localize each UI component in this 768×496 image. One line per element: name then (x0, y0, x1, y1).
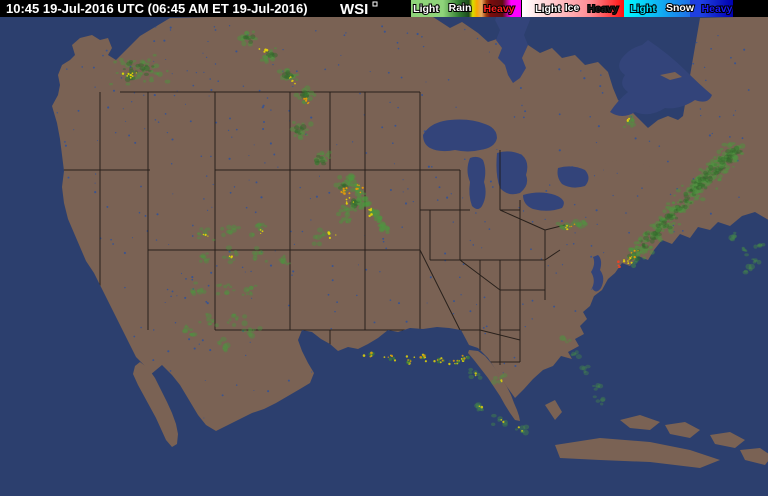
svg-text:Heavy: Heavy (484, 3, 515, 15)
svg-text:WSI: WSI (340, 1, 368, 18)
svg-text:Light: Light (535, 3, 561, 15)
svg-text:10:45 19-Jul-2016 UTC (06:45: 10:45 19-Jul-2016 UTC (06:45 AM ET 19-Ju… (6, 1, 308, 16)
svg-text:Heavy: Heavy (588, 3, 619, 15)
svg-text:Rain: Rain (449, 2, 472, 14)
svg-text:Heavy: Heavy (702, 3, 733, 15)
svg-text:Light: Light (413, 3, 439, 15)
svg-text:Snow: Snow (666, 2, 695, 14)
svg-text:Light: Light (630, 3, 656, 15)
svg-text:Ice: Ice (565, 2, 580, 14)
